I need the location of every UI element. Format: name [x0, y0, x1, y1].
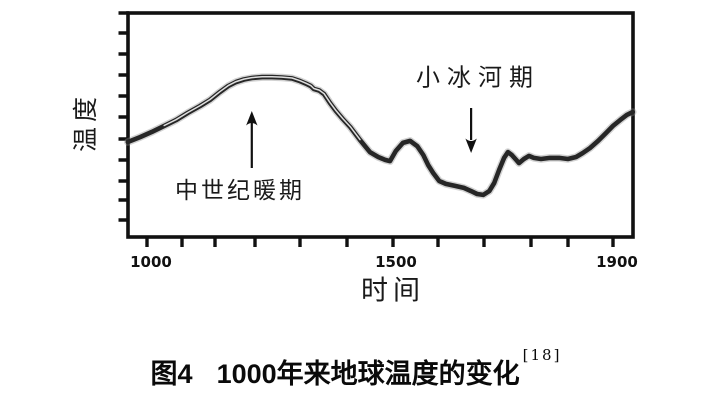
caption-title: 1000年来地球温度的变化 [216, 359, 520, 389]
caption-citation: [18] [522, 346, 562, 364]
x-axis-label: 时间 [361, 275, 425, 306]
figure-caption: 图4 1000年来地球温度的变化 [18] [0, 346, 712, 391]
x-tick-label-1900: 1900 [596, 253, 638, 271]
medieval-warm-period-arrow [246, 111, 258, 168]
y-axis-label: 温度 [73, 91, 100, 153]
annotation-medieval-warm-period: 中世纪暖期 [175, 178, 305, 203]
y-axis-tick-marks [118, 11, 129, 222]
little-ice-age-arrow [465, 108, 477, 153]
annotation-little-ice-age: 小冰河期 [416, 65, 540, 92]
x-axis-tick-marks [145, 236, 615, 247]
temperature-curve-highlight [163, 75, 361, 141]
down-arrow-head [465, 138, 477, 153]
x-tick-label-1500: 1500 [375, 253, 417, 271]
x-tick-label-1000: 1000 [130, 253, 172, 271]
up-arrow-head [246, 111, 258, 126]
plot-border-box [126, 11, 635, 239]
caption-figure-number: 图4 [150, 359, 193, 389]
